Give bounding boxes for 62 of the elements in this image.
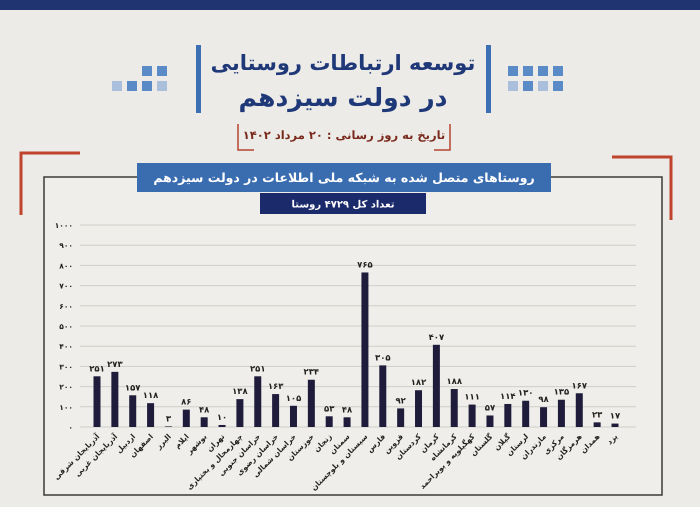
- data-label: ۱۱۸: [142, 391, 160, 402]
- data-label: ۱۸۸: [446, 377, 463, 388]
- data-label: ۳: [166, 414, 172, 424]
- chart-title: توسعه ارتباطات روستایی در دولت سیزدهم: [210, 51, 476, 113]
- bar: [379, 365, 386, 427]
- bar: [308, 380, 315, 427]
- bar: [290, 406, 297, 427]
- data-label: ۳۰۵: [375, 353, 391, 364]
- data-label: ۱۳۵: [554, 388, 570, 398]
- bar: [236, 399, 244, 427]
- bar: [612, 424, 618, 427]
- data-label: ۲۳: [592, 410, 604, 420]
- bar: [200, 417, 208, 427]
- data-label: ۲۵۱: [89, 364, 105, 374]
- data-label: ۱۰۵: [286, 394, 302, 404]
- bar: [182, 410, 190, 427]
- bar: [344, 417, 351, 427]
- data-label: ۱۷: [610, 412, 621, 422]
- data-label: ۱۰: [216, 412, 228, 423]
- bar: [361, 272, 368, 427]
- data-label: ۵۳: [324, 404, 336, 414]
- data-label: ۲۵۱: [250, 364, 266, 374]
- data-label: ۱۱۴: [500, 392, 516, 402]
- bar: [450, 389, 458, 427]
- bar: [576, 393, 583, 427]
- data-label: ۴۰۷: [428, 332, 445, 343]
- bar: [594, 422, 601, 427]
- data-label: ۲۷۳: [107, 360, 124, 370]
- bar: [111, 372, 118, 427]
- data-label: ۸۶: [181, 398, 192, 408]
- data-label: ۲۳۴: [304, 368, 320, 378]
- bar: [558, 400, 565, 427]
- data-label: ۱۱۱: [464, 392, 480, 403]
- bar: [254, 376, 262, 427]
- bar: [147, 403, 154, 427]
- bar: [486, 415, 494, 427]
- chart-subtitle: تاریخ به روز رسانی : ۲۰ مرداد ۱۴۰۲: [242, 128, 446, 142]
- data-label: ۱۶۳: [268, 382, 284, 392]
- bar: [272, 394, 280, 427]
- data-label: ۹۲: [395, 396, 407, 406]
- bar: [522, 400, 530, 427]
- bar: [129, 395, 136, 427]
- data-label: ۴۸: [198, 405, 210, 416]
- text: تعداد کل ۴۷۲۹ روستا: [292, 200, 395, 210]
- bar: [415, 390, 422, 427]
- data-label: ۵۷: [484, 403, 496, 414]
- bar: [432, 344, 440, 427]
- bar: [94, 376, 100, 427]
- bar: [540, 407, 548, 427]
- data-label: ۹۸: [538, 395, 550, 406]
- bar: [504, 404, 512, 427]
- data-label: ۱۳۸: [232, 387, 248, 398]
- data-label: ۷۶۵: [357, 260, 373, 270]
- data-label: ۱۳۰: [518, 388, 534, 399]
- bar: [397, 408, 404, 427]
- data-label: ۱۸۲: [410, 378, 428, 388]
- data-label: ۱۵۷: [124, 383, 142, 394]
- bar: [326, 416, 333, 427]
- bar: [468, 404, 476, 427]
- data-label: ۱۶۷: [571, 381, 588, 392]
- text: روستاهای متصل شده به شبکه ملی اطلاعات در دولت سیزدهم: [153, 170, 535, 186]
- data-label: ۴۸: [342, 405, 354, 416]
